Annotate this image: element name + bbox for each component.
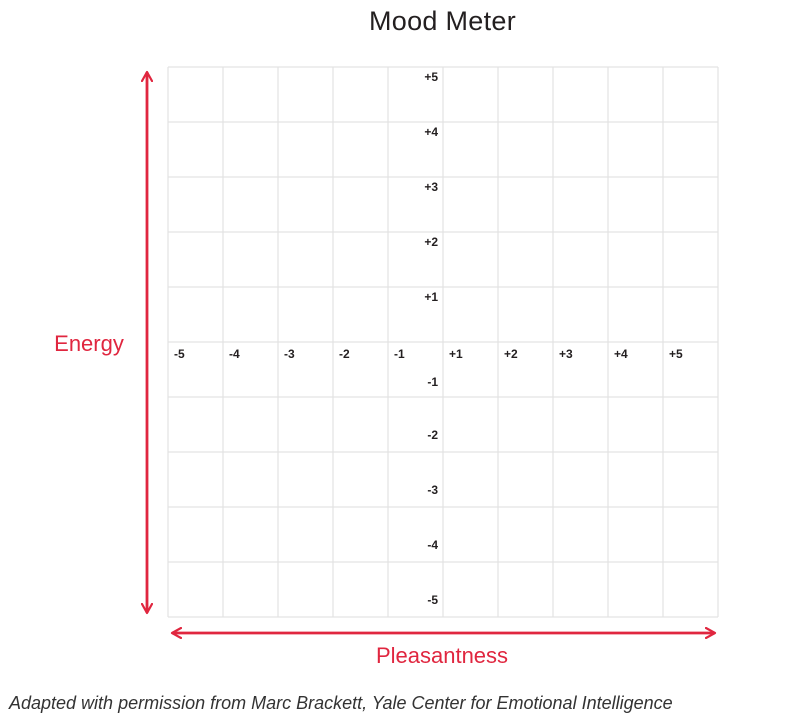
x-tick-label: -3: [284, 347, 295, 361]
x-tick-label: +5: [669, 347, 683, 361]
energy-axis-label: Energy: [54, 331, 124, 356]
y-tick-label: +2: [424, 235, 438, 249]
x-tick-labels: -5 -4 -3 -2 -1 +1 +2 +3 +4 +5: [174, 347, 683, 361]
x-tick-label: +1: [449, 347, 463, 361]
x-tick-label: -1: [394, 347, 405, 361]
y-tick-labels: +5 +4 +3 +2 +1 -1 -2 -3 -4 -5: [424, 70, 438, 607]
y-tick-label: +1: [424, 290, 438, 304]
pleasantness-axis-label: Pleasantness: [376, 643, 508, 668]
y-tick-label: +4: [424, 125, 438, 139]
attribution-caption: Adapted with permission from Marc Bracke…: [9, 693, 673, 713]
y-tick-label: -1: [427, 375, 438, 389]
x-tick-label: +3: [559, 347, 573, 361]
x-tick-label: +2: [504, 347, 518, 361]
y-tick-label: -2: [427, 428, 438, 442]
y-tick-label: +5: [424, 70, 438, 84]
x-tick-label: -5: [174, 347, 185, 361]
y-tick-label: +3: [424, 180, 438, 194]
y-tick-label: -4: [427, 538, 438, 552]
x-tick-label: +4: [614, 347, 628, 361]
grid-lines: [167, 66, 719, 618]
x-tick-label: -4: [229, 347, 240, 361]
x-tick-label: -2: [339, 347, 350, 361]
y-tick-label: -3: [427, 483, 438, 497]
diagram-title: Mood Meter: [368, 6, 517, 36]
y-tick-label: -5: [427, 593, 438, 607]
